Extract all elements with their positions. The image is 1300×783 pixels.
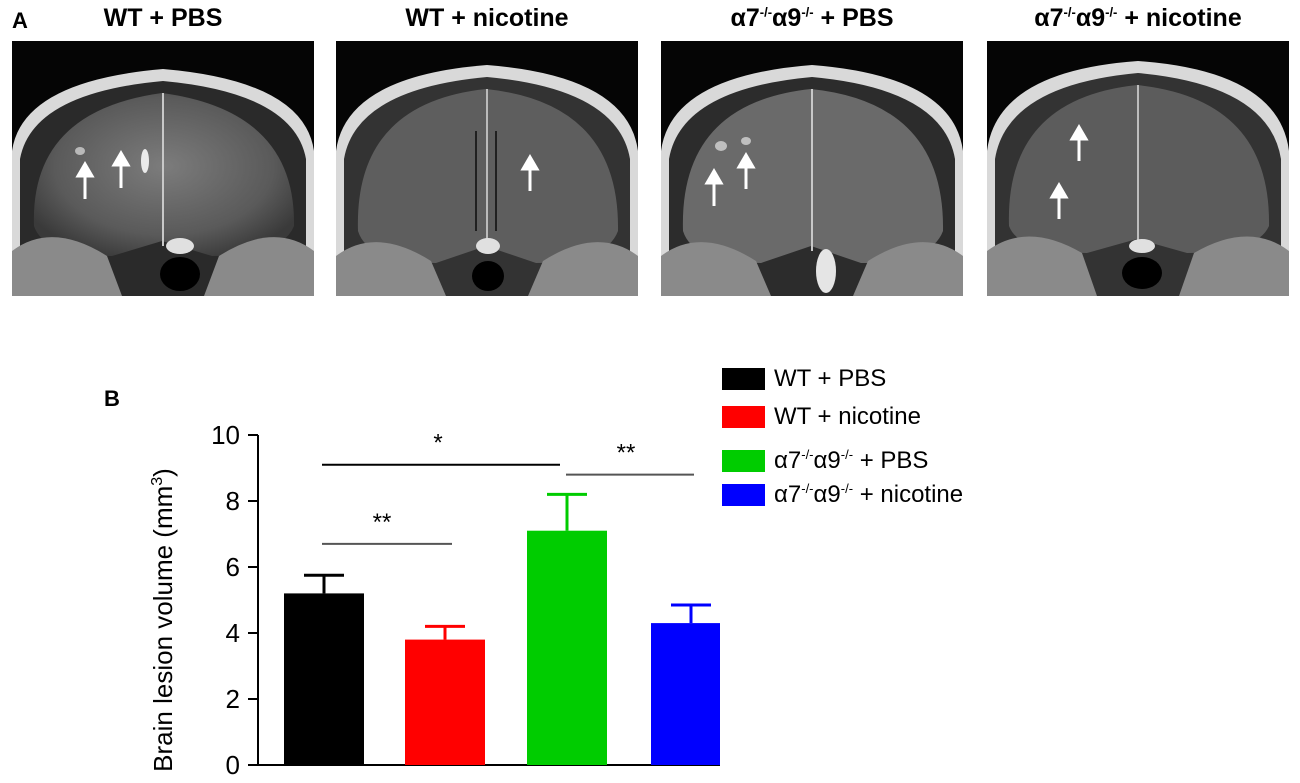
panel-a-letter: A: [12, 8, 28, 33]
y-tick-label: 8: [226, 486, 240, 516]
legend-item-wt-pbs: WT + PBS: [722, 365, 1042, 394]
y-tick-label: 2: [226, 684, 240, 714]
legend-swatch: [722, 368, 765, 390]
bar: [651, 623, 720, 765]
legend-item-ko-nicotine: α7-/-α9-/- + nicotine: [722, 481, 1042, 510]
arrow-icon: [1069, 124, 1089, 161]
panel-b-letter: B: [104, 386, 120, 411]
y-tick-label: 4: [226, 618, 240, 648]
arrow-icon: [111, 150, 131, 188]
legend-label: WT + PBS: [774, 365, 887, 392]
mri-image-ko-pbs: [661, 41, 963, 296]
y-tick-label: 0: [226, 750, 240, 780]
arrow-icon: [704, 168, 724, 206]
arrow-icon: [520, 154, 540, 191]
mri-image-wt-pbs: [12, 41, 314, 296]
arrow-icon: [736, 152, 756, 189]
bar: [527, 530, 607, 765]
bar: [284, 593, 364, 765]
significance-label: **: [617, 440, 636, 467]
arrow-icon: [1049, 182, 1069, 219]
mri-title-ko-pbs: α7-/-α9-/- + PBS: [730, 4, 894, 32]
legend-item-wt-nicotine: WT + nicotine: [722, 403, 1042, 432]
legend-label: α7-/-α9-/- + PBS: [774, 447, 929, 474]
legend-label: α7-/-α9-/- + nicotine: [774, 481, 964, 508]
y-axis-label: Brain lesion volume (mm3): [148, 468, 178, 772]
significance-label: *: [433, 430, 442, 457]
legend-swatch: [722, 450, 765, 472]
mri-image-ko-nicotine: [987, 41, 1289, 296]
mri-title-wt-nicotine: WT + nicotine: [405, 4, 569, 32]
mri-title-ko-nicotine: α7-/-α9-/- + nicotine: [1034, 4, 1242, 32]
mri-image-wt-nicotine: [336, 41, 638, 296]
legend-swatch: [722, 406, 765, 428]
arrow-icon: [75, 161, 95, 199]
legend-label: WT + nicotine: [774, 403, 921, 430]
significance-label: **: [373, 509, 392, 536]
y-tick-label: 6: [226, 552, 240, 582]
bar: [405, 639, 485, 765]
legend-item-ko-pbs: α7-/-α9-/- + PBS: [722, 447, 1042, 476]
mri-title-wt-pbs: WT + PBS: [103, 4, 223, 32]
legend-swatch: [722, 484, 765, 506]
y-tick-label: 10: [211, 420, 240, 450]
